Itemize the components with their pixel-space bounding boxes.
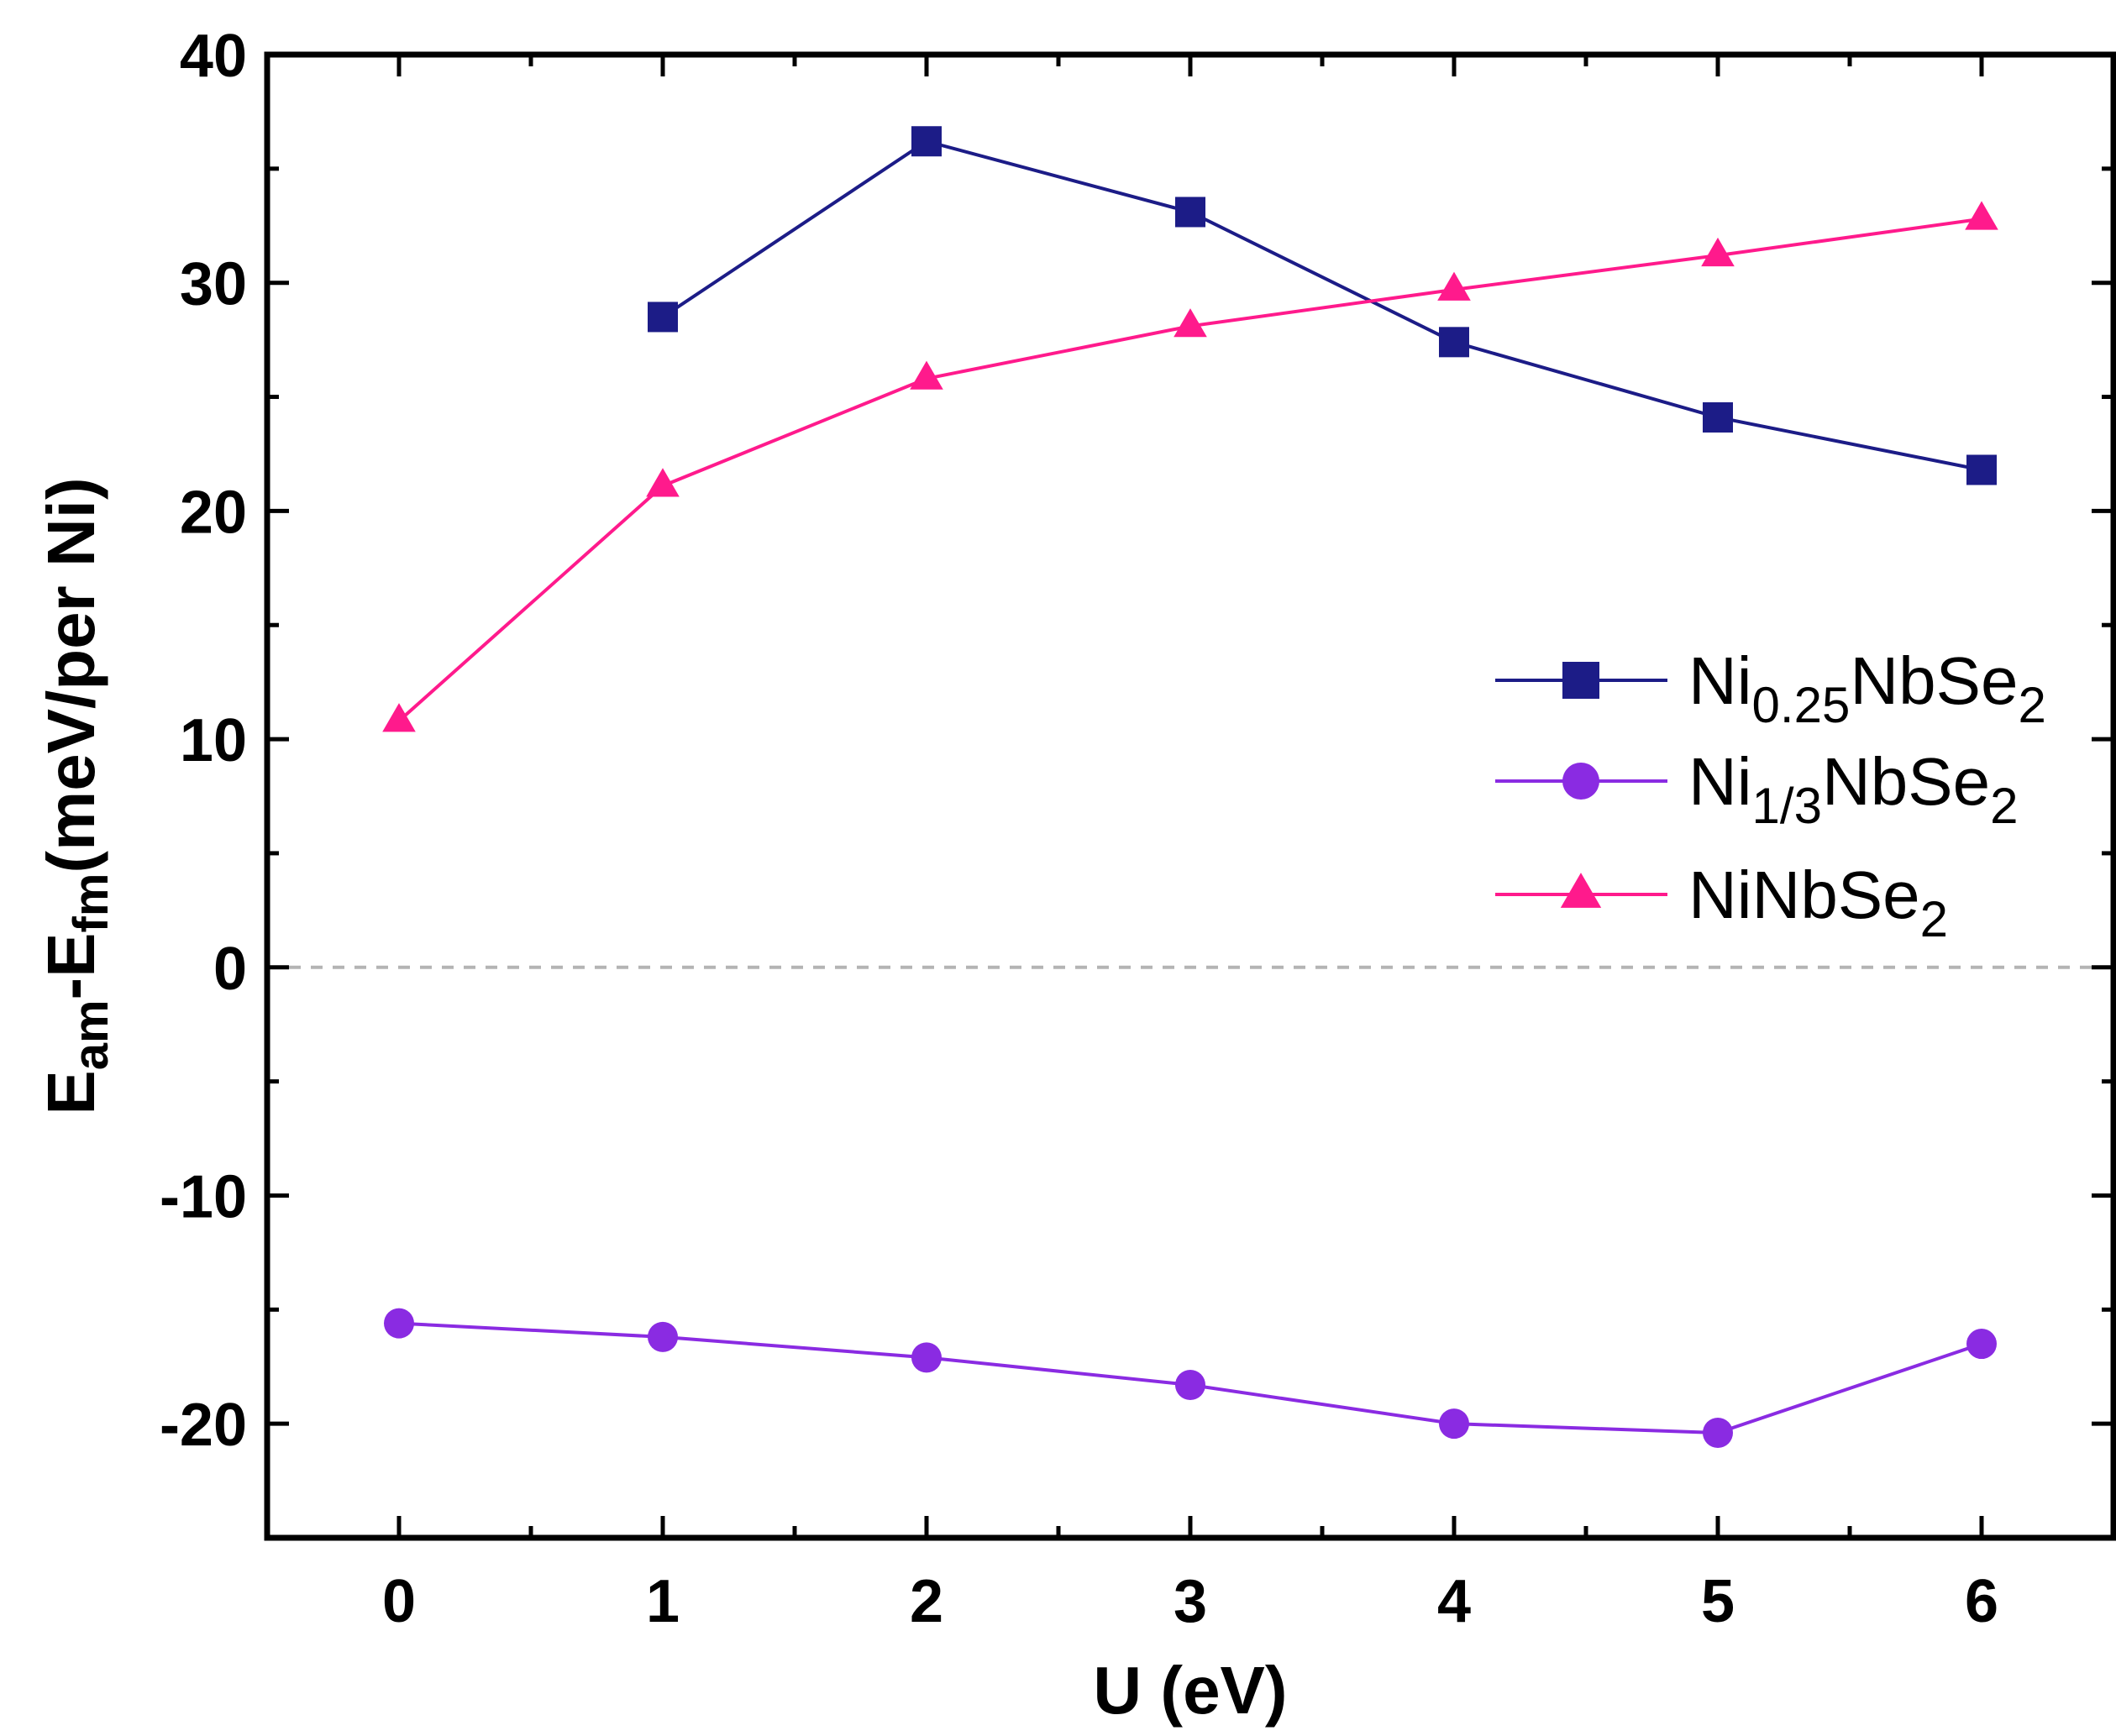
y-tick-label: -20 — [160, 1392, 247, 1459]
y-tick-label: 0 — [213, 936, 247, 1003]
legend-label-part: 0.25 — [1752, 677, 1851, 733]
data-point — [648, 1321, 678, 1352]
data-point — [1701, 237, 1735, 267]
x-tick-label: 6 — [1965, 1568, 1998, 1635]
data-point — [1175, 1369, 1205, 1400]
series-0 — [648, 126, 1997, 485]
data-point — [1439, 1408, 1469, 1440]
legend-label-part: 2 — [2018, 677, 2045, 733]
legend-marker — [1560, 873, 1602, 908]
data-point — [1703, 401, 1733, 433]
legend-label: Ni1/3NbSe2 — [1688, 744, 2018, 834]
y-tick-label: 20 — [180, 479, 247, 546]
y-tick-label: 10 — [180, 707, 247, 774]
data-point — [648, 302, 678, 333]
legend-label-part: 1/3 — [1752, 778, 1822, 834]
legend-label-part: 2 — [1920, 891, 1948, 947]
series-2 — [382, 201, 1998, 732]
y-tick-label: -10 — [160, 1163, 247, 1230]
legend-marker — [1562, 662, 1599, 699]
data-point — [1966, 454, 1997, 485]
data-point — [1437, 271, 1471, 301]
data-point — [1439, 327, 1469, 358]
y-title-e: E — [34, 1070, 108, 1115]
legend-label: NiNbSe2 — [1688, 858, 1948, 947]
x-tick-label: 2 — [910, 1568, 943, 1635]
data-point — [1175, 197, 1205, 228]
tick-labels-layer: 0 1 2 3 4 5 6 -20 -10 0 10 20 30 40 — [160, 23, 1998, 1635]
data-point — [1703, 1418, 1733, 1449]
legend-label-part: Ni — [1688, 744, 1752, 819]
x-axis-title: U (eV) — [1093, 1653, 1287, 1728]
data-point — [911, 126, 942, 157]
y-title-sub-fm: fm — [64, 873, 118, 933]
legend-label: Ni0.25NbSe2 — [1688, 643, 2046, 733]
legend-label-part: 2 — [1990, 778, 2018, 834]
data-point — [910, 360, 943, 390]
legend-label-part: Ni — [1688, 643, 1752, 718]
data-point — [1966, 1329, 1997, 1360]
data-point — [382, 703, 416, 732]
data-point — [646, 468, 680, 497]
y-title-tail: (meV/per Ni) — [34, 477, 108, 873]
series-1 — [384, 1308, 1997, 1449]
data-point — [1174, 308, 1207, 338]
data-point — [1965, 201, 1998, 230]
x-tick-label: 0 — [382, 1568, 416, 1635]
legend-marker — [1562, 763, 1599, 800]
legend-label-part: NbSe — [1822, 744, 1990, 819]
y-tick-label: 40 — [180, 23, 247, 90]
y-title-mid: -E — [34, 932, 108, 999]
ticks-layer — [267, 55, 2113, 1538]
y-axis-title: Eam-Efm(meV/per Ni) — [34, 477, 118, 1115]
data-point — [384, 1308, 414, 1339]
x-tick-label: 5 — [1701, 1568, 1735, 1635]
x-tick-label: 1 — [646, 1568, 680, 1635]
x-tick-label: 3 — [1174, 1568, 1207, 1635]
series-line — [661, 139, 1982, 472]
y-tick-label: 30 — [180, 251, 247, 318]
legend-label-part: NbSe — [1850, 643, 2018, 718]
data-point — [911, 1342, 942, 1373]
legend-label-part: NiNbSe — [1688, 858, 1920, 932]
x-tick-label: 4 — [1437, 1568, 1471, 1635]
y-title-sub-am: am — [64, 999, 118, 1070]
series-layer — [382, 126, 1998, 1449]
